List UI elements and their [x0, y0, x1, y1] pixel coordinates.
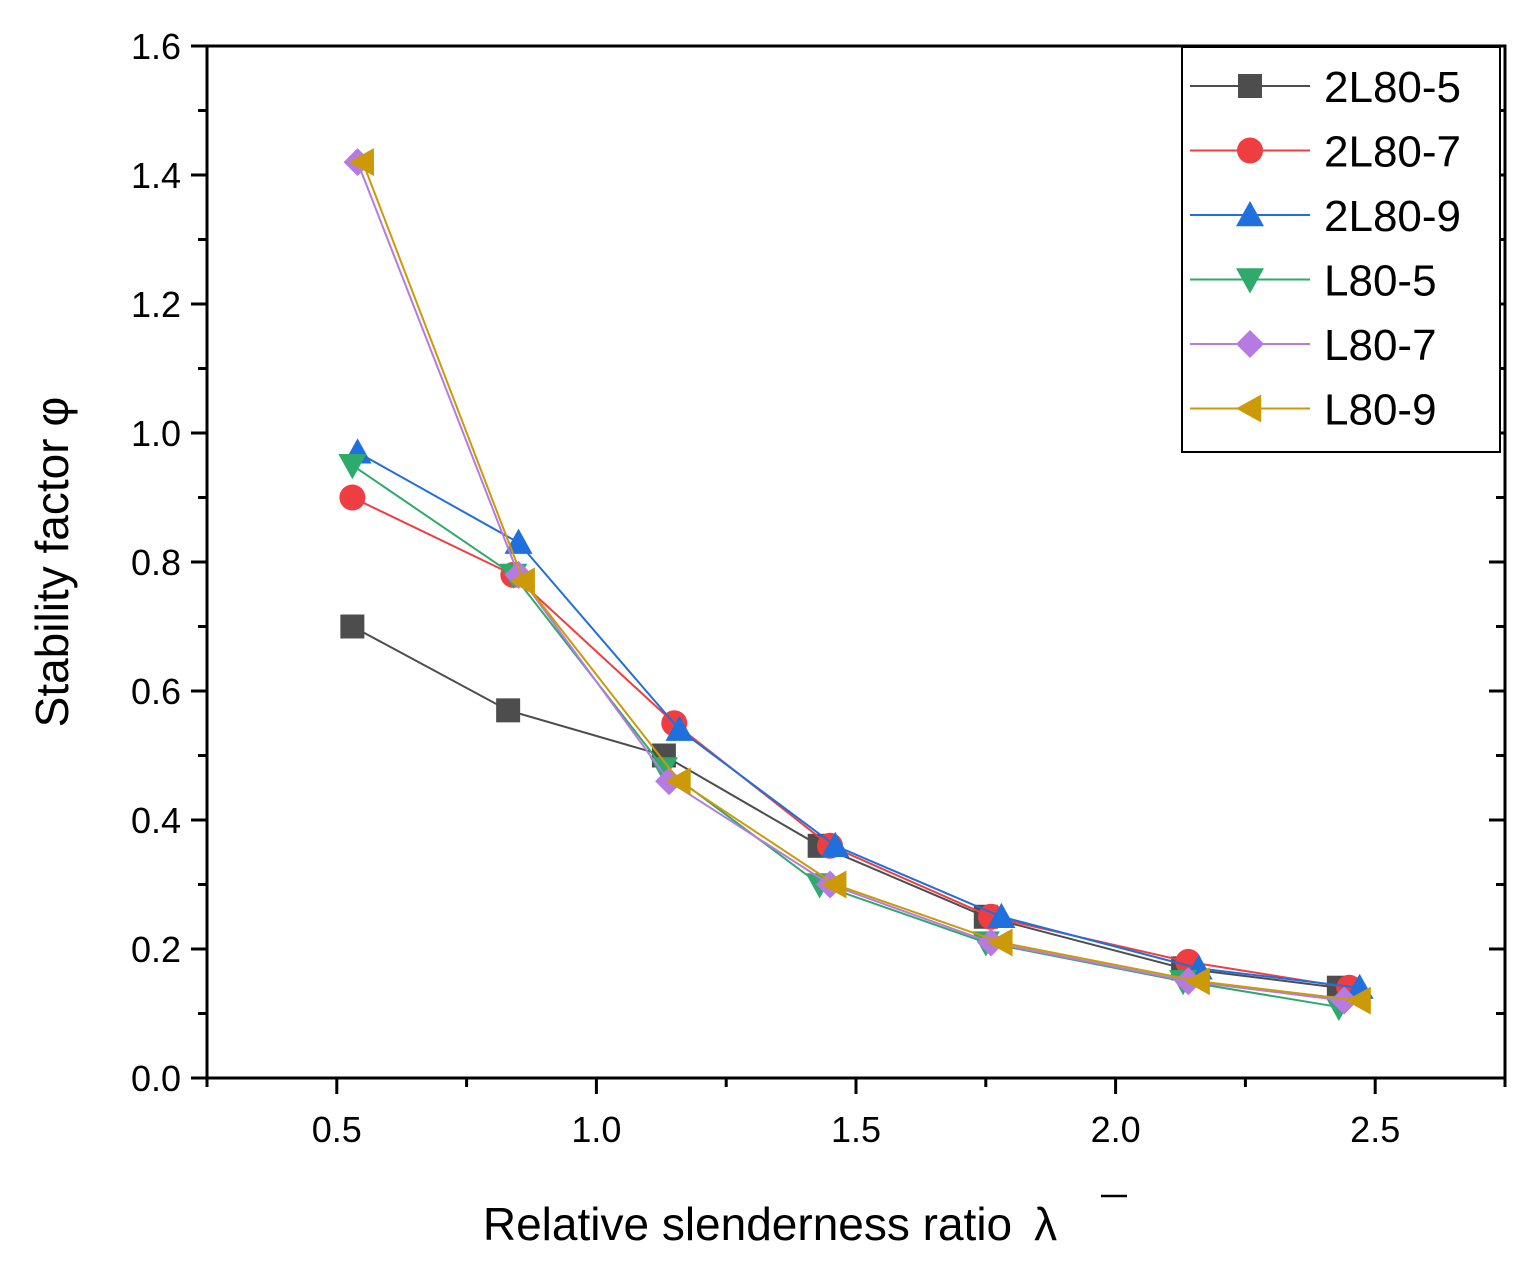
x-tick-label: 2.0 — [1091, 1109, 1141, 1150]
data-point — [496, 698, 521, 723]
data-point — [987, 902, 1016, 928]
data-point — [821, 870, 847, 899]
y-tick-label: 1.2 — [131, 284, 181, 325]
legend-marker — [1236, 330, 1264, 358]
data-point — [821, 831, 850, 857]
series-L80-9 — [348, 148, 1371, 1015]
y-tick-label: 0.4 — [131, 800, 181, 841]
legend-item: 2L80-7 — [1190, 128, 1461, 177]
data-point — [1184, 967, 1210, 996]
legend-item: L80-9 — [1190, 386, 1437, 435]
legend-marker — [1237, 137, 1263, 164]
legend-label: 2L80-9 — [1324, 192, 1461, 241]
x-axis-symbol: λ — [1034, 1198, 1057, 1250]
y-tick-label: 0.6 — [131, 671, 181, 712]
legend-marker — [1236, 394, 1262, 423]
data-point — [340, 614, 365, 639]
legend-box — [1181, 46, 1501, 453]
y-tick-label: 0.8 — [131, 542, 181, 583]
data-point — [987, 928, 1013, 957]
y-axis-symbol: φ — [26, 397, 78, 427]
y-tick-label: 1.6 — [131, 26, 181, 67]
data-point — [665, 715, 694, 741]
legend-marker — [1238, 74, 1262, 98]
legend-label: 2L80-7 — [1324, 128, 1461, 177]
data-point — [338, 454, 367, 480]
y-tick-label: 1.0 — [131, 413, 181, 454]
legend-marker — [1236, 201, 1264, 227]
data-point — [1345, 986, 1371, 1015]
data-point — [339, 484, 366, 511]
legend-label: L80-9 — [1324, 386, 1437, 435]
data-point — [509, 567, 535, 596]
series-line — [351, 625, 1339, 989]
x-axis-title: Relative slenderness ratio λ — [483, 1198, 1057, 1250]
series-layer — [338, 148, 1374, 1022]
series-line — [351, 464, 1340, 1009]
axes: 0.5 1.0 1.5 2.0 2.5 0.0 0.2 0.4 0.6 0.8 1.0 1.2 1.4 1… — [131, 26, 1507, 1150]
legend-label: L80-7 — [1324, 321, 1437, 370]
x-tick-label: 2.5 — [1350, 1109, 1400, 1150]
y-tick-label: 0.2 — [131, 929, 181, 970]
x-tick-label: 1.5 — [831, 1109, 881, 1150]
legend: 2L80-5 2L80-7 2L80-9 L80-5 L80-7 L80-9 — [1181, 46, 1501, 453]
data-point — [665, 767, 691, 796]
x-axis-title-text: Relative slenderness ratio — [483, 1198, 1012, 1250]
data-point — [1330, 986, 1359, 1015]
y-axis-title: Stability factor φ — [26, 397, 78, 728]
x-tick-label: 0.5 — [312, 1109, 362, 1150]
legend-label: 2L80-5 — [1324, 63, 1461, 112]
legend-item: 2L80-5 — [1190, 63, 1461, 112]
data-point — [348, 148, 374, 177]
legend-item: 2L80-9 — [1190, 192, 1461, 241]
x-tick-label: 1.0 — [571, 1109, 621, 1150]
y-tick-label: 1.4 — [131, 155, 181, 196]
legend-item: L80-7 — [1190, 321, 1437, 370]
y-tick-label: 0.0 — [131, 1058, 181, 1099]
legend-marker — [1236, 268, 1264, 294]
legend-label: L80-5 — [1324, 257, 1437, 306]
legend-item: L80-5 — [1190, 257, 1437, 306]
series-2L80-5 — [340, 614, 1351, 1000]
series-L80-5 — [338, 454, 1353, 1022]
y-axis-title-text: Stability factor — [26, 438, 78, 727]
